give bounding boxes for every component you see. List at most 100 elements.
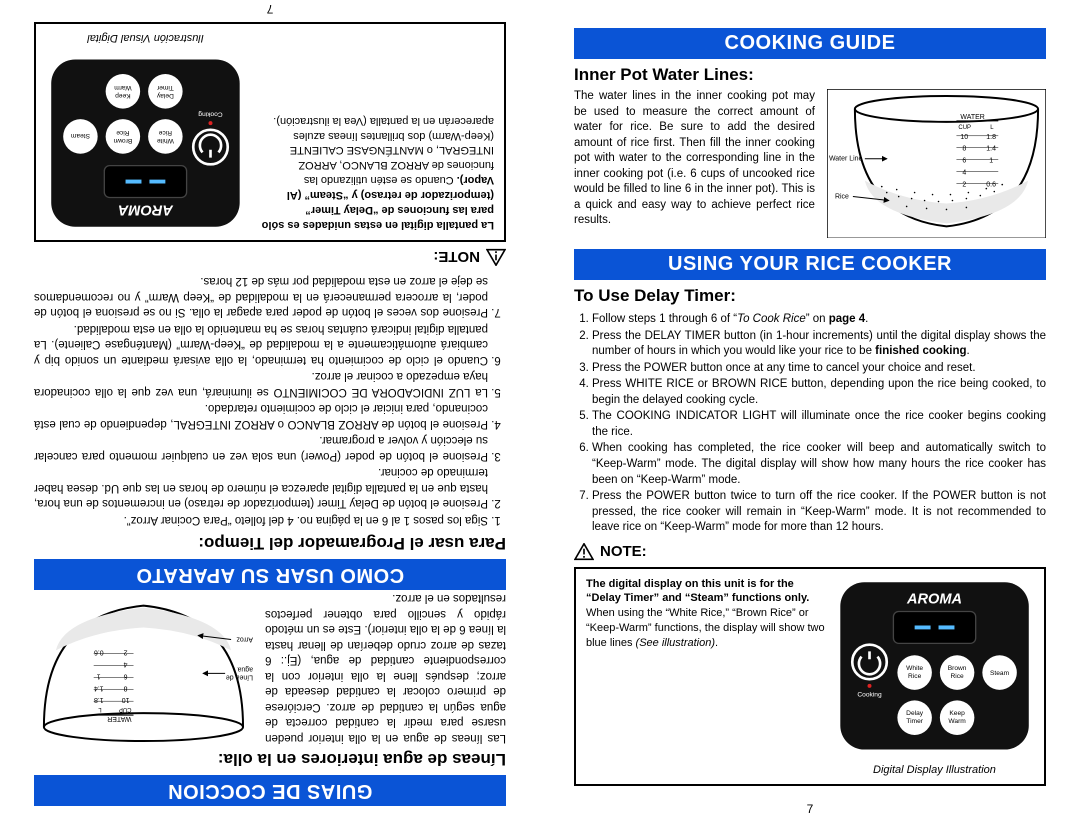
inner-pot-row: The water lines in the inner cooking pot… — [574, 89, 1046, 243]
svg-text:Cooking: Cooking — [857, 691, 882, 698]
svg-text:4: 4 — [962, 170, 966, 177]
note-row-en: NOTE: — [574, 543, 1046, 561]
step-es: Cuando el ciclo de cocimiento ha termina… — [34, 320, 488, 367]
heading-lineas: Líneas de agua interiores en la olla: — [34, 749, 506, 769]
svg-text:2: 2 — [962, 182, 966, 189]
svg-text:Warm: Warm — [948, 718, 966, 725]
steps-list-es: Siga los pasos 1 al 6 en la página no. 4… — [34, 272, 506, 527]
svg-text:1.4: 1.4 — [986, 146, 996, 153]
svg-text:WATER: WATER — [960, 114, 984, 121]
svg-text:L: L — [98, 706, 102, 712]
svg-text:8: 8 — [962, 146, 966, 153]
heading-programador: Para usar el Programador del Tiempo: — [34, 533, 506, 553]
lineas-text: Las líneas de agua en la olla interior p… — [265, 590, 506, 745]
step-es: Presione el botón de poder (Power) una s… — [34, 432, 488, 463]
inner-pot-text: The water lines in the inner cooking pot… — [574, 89, 815, 243]
svg-text:Cooking: Cooking — [198, 110, 223, 117]
note-box-en: The digital display on this unit is for … — [574, 567, 1046, 787]
step-en: Press the POWER button once at any time … — [592, 361, 1046, 377]
pot-illustration-es: WATER CUP L 10 1.8 8 1.4 6 1 4 2 0.6 Línea d… — [34, 590, 253, 745]
warning-icon — [486, 248, 506, 266]
svg-text:AROMA: AROMA — [118, 201, 174, 217]
header-using-cooker: USING YOUR RICE COOKER — [574, 249, 1046, 280]
svg-text:6: 6 — [124, 672, 128, 679]
heading-inner-pot: Inner Pot Water Lines: — [574, 65, 1046, 85]
page-english: COOKING GUIDE Inner Pot Water Lines: The… — [540, 0, 1080, 834]
svg-text:1.8: 1.8 — [94, 696, 104, 703]
svg-text:1: 1 — [989, 158, 993, 165]
svg-text:agua: agua — [237, 665, 253, 672]
note-label-en: NOTE: — [600, 543, 647, 560]
svg-text:Timer: Timer — [906, 718, 923, 725]
svg-text:1.8: 1.8 — [986, 134, 996, 141]
svg-text:8: 8 — [124, 684, 128, 691]
step-en: Press the DELAY TIMER button (in 1-hour … — [592, 329, 1046, 360]
control-panel-svg-en: AROMA Cooking WhiteRice BrownRice Steam … — [835, 577, 1034, 763]
svg-text:Steam: Steam — [990, 670, 1010, 677]
heading-delay-timer: To Use Delay Timer: — [574, 286, 1046, 306]
pot-illustration-en: WATER CUP L 10 1.8 8 1.4 6 1 4 2 0.6 Water L… — [827, 89, 1046, 243]
page-number-es: 7 — [34, 2, 506, 22]
svg-text:AROMA: AROMA — [906, 591, 962, 607]
step-es: Siga los pasos 1 al 6 en la página no. 4… — [34, 511, 488, 527]
panel-illustration-es: AROMA Cooking WhiteRice BrownRice Steam … — [46, 32, 245, 232]
pot-svg-en: WATER CUP L 10 1.8 8 1.4 6 1 4 2 0.6 Water L… — [827, 89, 1046, 238]
step-es: Presione el botón de Delay Timer (tempor… — [34, 464, 488, 511]
header-como-usar: COMO USAR SU APARATO — [34, 559, 506, 590]
svg-text:L: L — [990, 125, 994, 131]
svg-text:10: 10 — [122, 696, 130, 703]
control-panel-svg-es: AROMA Cooking WhiteRice BrownRice Steam … — [46, 46, 245, 232]
svg-text:White: White — [906, 664, 923, 671]
svg-text:Keep: Keep — [949, 710, 965, 717]
step-en: Press the POWER button twice to turn off… — [592, 489, 1046, 536]
caption-es: Ilustración Visual Digital — [87, 32, 204, 44]
svg-text:10: 10 — [960, 134, 968, 141]
page-spanish: GUIAS DE COCCION Líneas de agua interior… — [0, 0, 540, 834]
svg-text:Brown: Brown — [113, 137, 132, 144]
step-es: La LUZ INDICADORA DE COCIMIENTO se ilumi… — [34, 368, 488, 399]
svg-text:Timer: Timer — [156, 84, 173, 91]
step-en: Press WHITE RICE or BROWN RICE button, d… — [592, 377, 1046, 408]
svg-text:6: 6 — [962, 158, 966, 165]
header-guias: GUIAS DE COCCION — [34, 775, 506, 806]
step-es: Presione dos veces el botón de poder par… — [34, 273, 488, 320]
svg-text:Arroz: Arroz — [236, 635, 253, 642]
svg-text:Water Line: Water Line — [829, 156, 862, 163]
step-es: Presione el botón de ARROZ BLANCO o ARRO… — [34, 400, 488, 431]
svg-text:White: White — [157, 137, 174, 144]
svg-text:Rice: Rice — [159, 129, 173, 136]
svg-text:Rice: Rice — [908, 672, 922, 679]
lineas-row: Las líneas de agua en la olla interior p… — [34, 590, 506, 745]
svg-text:Rice: Rice — [835, 194, 849, 201]
panel-illustration-en: AROMA Cooking WhiteRice BrownRice Steam … — [835, 577, 1034, 777]
step-en: When cooking has completed, the rice coo… — [592, 441, 1046, 488]
svg-text:0.6: 0.6 — [986, 182, 996, 189]
svg-text:4: 4 — [124, 660, 128, 667]
note-row-es: NOTE: — [34, 248, 506, 266]
note-text-es: La pantalla digital en estas unidades es… — [255, 32, 494, 232]
svg-text:Delay: Delay — [156, 92, 174, 99]
pot-svg-es: WATER CUP L 10 1.8 8 1.4 6 1 4 2 0.6 Línea d… — [34, 596, 253, 745]
warning-icon — [574, 543, 594, 561]
step-en: Follow steps 1 through 6 of “To Cook Ric… — [592, 312, 1046, 328]
svg-text:WATER: WATER — [107, 715, 131, 722]
note-text-en: The digital display on this unit is for … — [586, 577, 825, 777]
steps-list-en: Follow steps 1 through 6 of “To Cook Ric… — [574, 312, 1046, 536]
svg-text:Brown: Brown — [948, 664, 967, 671]
svg-text:1.4: 1.4 — [94, 684, 104, 691]
page-number-en: 7 — [574, 796, 1046, 816]
note-box-es: La pantalla digital en estas unidades es… — [34, 22, 506, 242]
caption-en: Digital Display Illustration — [873, 764, 996, 776]
note-label-es: NOTE: — [433, 248, 480, 265]
step-en: The COOKING INDICATOR LIGHT will illumin… — [592, 409, 1046, 440]
svg-text:1: 1 — [97, 672, 101, 679]
svg-text:Línea de: Línea de — [226, 673, 253, 680]
svg-text:CUP: CUP — [958, 125, 971, 131]
svg-text:Steam: Steam — [70, 131, 90, 138]
svg-text:2: 2 — [124, 648, 128, 655]
svg-text:0.6: 0.6 — [94, 648, 104, 655]
svg-text:Keep: Keep — [115, 92, 131, 99]
svg-text:Delay: Delay — [906, 710, 924, 717]
header-cooking-guide: COOKING GUIDE — [574, 28, 1046, 59]
svg-text:CUP: CUP — [119, 706, 132, 712]
